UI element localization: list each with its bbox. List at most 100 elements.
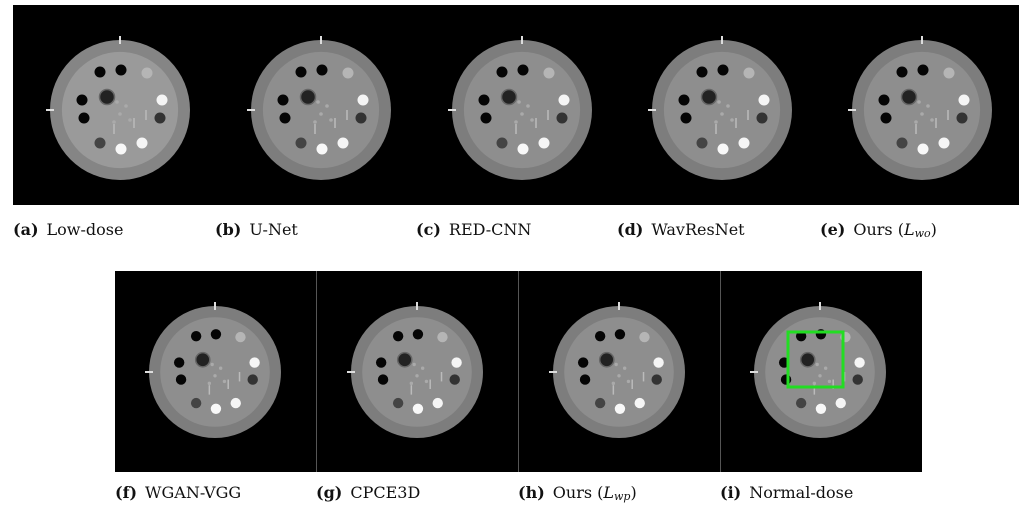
caption-name: Ours ( xyxy=(553,483,604,502)
phantom-insert xyxy=(816,404,826,414)
phantom-detail xyxy=(530,118,534,122)
caption-label: (f) xyxy=(115,483,137,502)
phantom-air xyxy=(398,353,412,367)
phantom-insert xyxy=(191,331,201,341)
caption: (h)Ours (Lwp) xyxy=(518,483,637,504)
phantom-detail xyxy=(627,380,630,383)
phantom-detail xyxy=(319,112,323,116)
figure: (a)Low-dose(b)U-Net(c)RED-CNN(d)WavResNe… xyxy=(0,0,1027,510)
phantom-insert xyxy=(317,144,328,155)
phantom-insert xyxy=(939,138,950,149)
caption-suffix: ) xyxy=(931,220,937,239)
caption-subscript: wo xyxy=(915,227,931,240)
phantom-insert xyxy=(211,404,221,414)
phantom-detail xyxy=(828,380,831,383)
phantom-insert xyxy=(296,67,307,78)
phantom-insert xyxy=(433,398,443,408)
phantom-insert xyxy=(639,332,649,342)
phantom-detail xyxy=(726,104,730,108)
phantom-insert xyxy=(280,113,291,124)
caption-suffix: ) xyxy=(630,483,636,502)
phantom-insert xyxy=(718,144,729,155)
phantom-insert xyxy=(853,374,863,384)
phantom-insert xyxy=(580,374,590,384)
phantom-insert xyxy=(142,68,153,79)
phantom-detail xyxy=(115,100,119,104)
caption-name: CPCE3D xyxy=(350,483,420,502)
phantom-insert xyxy=(393,398,403,408)
caption-math: L xyxy=(903,220,915,239)
phantom-detail xyxy=(920,112,924,116)
phantom-insert xyxy=(635,398,645,408)
phantom-insert xyxy=(959,95,970,106)
caption-label: (d) xyxy=(617,220,643,239)
phantom-insert xyxy=(157,95,168,106)
phantom-insert xyxy=(481,113,492,124)
phantom-detail xyxy=(612,382,615,385)
phantom-insert xyxy=(79,113,90,124)
phantom-air xyxy=(100,90,115,105)
phantom-insert xyxy=(450,374,460,384)
phantom-air xyxy=(902,90,917,105)
phantom-detail xyxy=(926,104,930,108)
phantom-insert xyxy=(317,65,328,76)
phantom-detail xyxy=(730,118,734,122)
phantom-insert xyxy=(559,95,570,106)
phantom-detail xyxy=(526,104,530,108)
phantom-insert xyxy=(897,67,908,78)
phantom-insert xyxy=(155,113,166,124)
phantom-detail xyxy=(213,374,216,377)
phantom-detail xyxy=(614,363,617,366)
caption: (d)WavResNet xyxy=(617,220,745,239)
phantom-detail xyxy=(124,104,128,108)
phantom-insert xyxy=(413,329,423,339)
phantom-detail xyxy=(325,104,329,108)
phantom-detail xyxy=(917,100,921,104)
phantom-detail xyxy=(415,374,418,377)
phantom-detail xyxy=(914,120,918,124)
phantom-insert xyxy=(137,138,148,149)
phantom-insert xyxy=(95,67,106,78)
caption: (b)U-Net xyxy=(215,220,298,239)
phantom-detail xyxy=(714,120,718,124)
phantom-insert xyxy=(944,68,955,79)
phantom-detail xyxy=(421,367,424,370)
phantom-insert xyxy=(413,404,423,414)
phantom-insert xyxy=(836,398,846,408)
phantom-detail xyxy=(514,120,518,124)
caption-name: U-Net xyxy=(249,220,298,239)
phantom-insert xyxy=(296,138,307,149)
phantom-insert xyxy=(718,65,729,76)
phantom-detail xyxy=(617,374,620,377)
page: {"figure": {"panels": [ {"label": "(a)",… xyxy=(0,0,1027,510)
phantom-detail xyxy=(720,112,724,116)
caption: (f)WGAN-VGG xyxy=(115,483,241,502)
phantom-detail xyxy=(412,363,415,366)
phantom-insert xyxy=(376,357,386,367)
phantom-insert xyxy=(378,374,388,384)
phantom-detail xyxy=(329,118,333,122)
phantom-insert xyxy=(497,67,508,78)
phantom-air xyxy=(801,353,815,367)
phantom-insert xyxy=(95,138,106,149)
phantom-insert xyxy=(879,95,890,106)
caption-name: Normal-dose xyxy=(749,483,853,502)
phantom-detail xyxy=(313,120,317,124)
phantom-insert xyxy=(957,113,968,124)
phantom-insert xyxy=(796,398,806,408)
phantom-insert xyxy=(356,113,367,124)
phantom-insert xyxy=(744,68,755,79)
phantom-insert xyxy=(451,357,461,367)
caption-name: Ours ( xyxy=(853,220,904,239)
caption: (i)Normal-dose xyxy=(720,483,853,502)
caption-label: (g) xyxy=(316,483,342,502)
phantom-insert xyxy=(653,357,663,367)
phantom-insert xyxy=(615,404,625,414)
phantom-insert xyxy=(393,331,403,341)
phantom-insert xyxy=(235,332,245,342)
caption-name: Low-dose xyxy=(47,220,124,239)
phantom-detail xyxy=(717,100,721,104)
phantom-insert xyxy=(437,332,447,342)
caption-label: (h) xyxy=(518,483,545,502)
phantom-air xyxy=(502,90,517,105)
